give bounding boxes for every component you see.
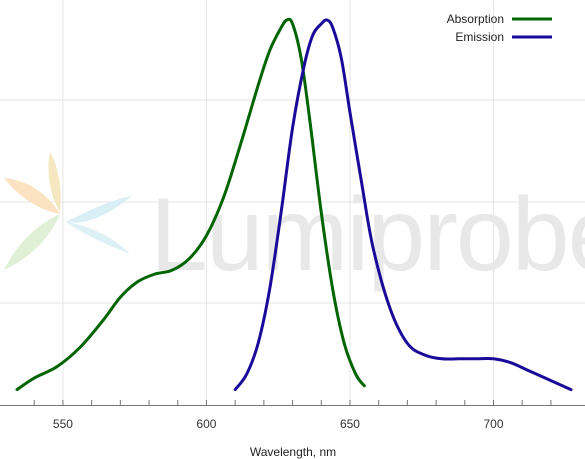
x-tick-label: 550 xyxy=(53,417,73,431)
watermark-text: Lumiprobe xyxy=(150,177,585,293)
x-axis-title: Wavelength, nm xyxy=(250,445,336,459)
legend-label-emission: Emission xyxy=(455,30,504,44)
legend: Absorption Emission xyxy=(447,12,552,44)
logo-petal-yellow xyxy=(48,152,61,212)
legend-label-absorption: Absorption xyxy=(447,12,504,26)
series-line-emission xyxy=(233,18,573,392)
lumiprobe-logo-icon xyxy=(4,152,132,270)
watermark: Lumiprobe xyxy=(4,152,585,293)
x-axis: 550 600 650 700 xyxy=(0,400,585,431)
grid-layer xyxy=(0,0,585,405)
x-tick-label: 650 xyxy=(340,417,360,431)
logo-petal-blue-lower xyxy=(66,222,130,254)
series-line-absorption xyxy=(15,17,366,392)
x-tick-label: 600 xyxy=(196,417,216,431)
x-tick-label: 700 xyxy=(483,417,503,431)
series-layer xyxy=(15,17,573,392)
logo-petal-green xyxy=(4,214,60,270)
logo-petal-orange xyxy=(4,178,60,214)
logo-petal-blue-upper xyxy=(66,196,132,223)
